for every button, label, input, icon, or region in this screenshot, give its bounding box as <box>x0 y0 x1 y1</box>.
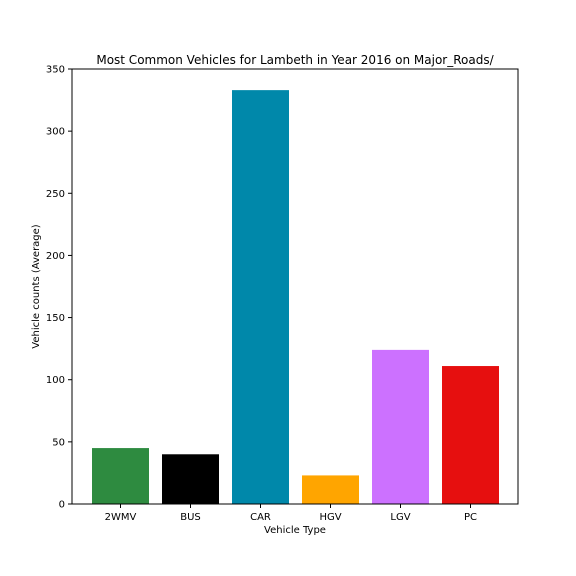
y-tick-label: 0 <box>59 500 65 511</box>
y-tick-label: 300 <box>46 127 65 138</box>
x-tick-label: CAR <box>250 512 271 523</box>
bar-bus <box>162 454 219 504</box>
bar-pc <box>442 366 499 504</box>
chart-title: Most Common Vehicles for Lambeth in Year… <box>96 53 494 67</box>
bar-car <box>232 90 289 504</box>
x-tick-label: LGV <box>390 512 410 523</box>
bar-hgv <box>302 475 359 504</box>
bar-lgv <box>372 349 429 504</box>
y-tick-label: 50 <box>52 437 65 448</box>
y-tick-label: 100 <box>46 375 65 386</box>
y-axis-label: Vehicle counts (Average) <box>31 224 42 349</box>
y-tick-label: 250 <box>46 189 65 200</box>
y-tick-label: 350 <box>46 65 65 76</box>
x-tick-label: 2WMV <box>105 512 137 523</box>
x-tick-label: BUS <box>180 512 201 523</box>
y-tick-label: 200 <box>46 251 65 262</box>
y-tick-label: 150 <box>46 313 65 324</box>
plot-frame <box>71 68 519 505</box>
x-tick-label: PC <box>464 512 477 523</box>
x-axis-ticks: 2WMV BUS CAR HGV LGV PC <box>105 504 477 523</box>
bar-2wmv <box>92 448 149 504</box>
x-tick-label: HGV <box>319 512 341 523</box>
bars-group <box>92 90 499 504</box>
x-axis-label: Vehicle Type <box>264 525 326 536</box>
y-axis-ticks: 0 50 100 150 200 250 300 350 <box>46 65 72 511</box>
